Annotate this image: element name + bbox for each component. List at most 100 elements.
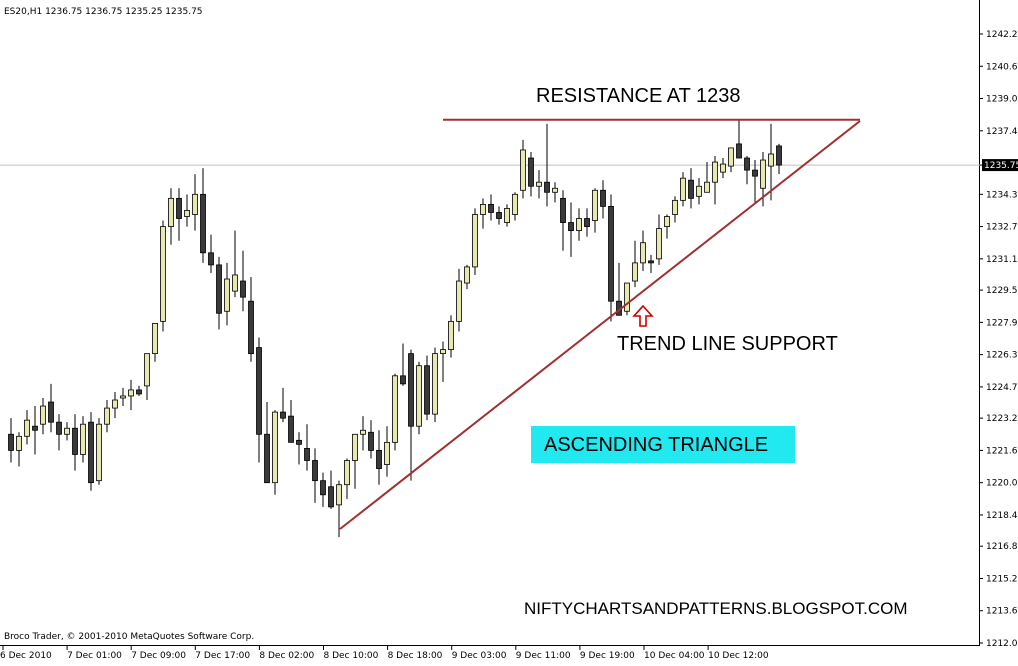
bull-candle: [696, 185, 702, 197]
bear-candle: [600, 189, 606, 207]
time-tick-label: 9 Dec 03:00: [452, 651, 507, 661]
price-tick-label: 1237.45: [986, 127, 1018, 137]
price-tick-label: 1232.70: [986, 223, 1018, 233]
bull-candle: [576, 218, 582, 232]
bear-candle: [208, 252, 214, 266]
bear-candle: [296, 439, 302, 445]
bull-candle: [224, 278, 230, 312]
bear-candle: [496, 212, 502, 219]
bull-candle: [64, 427, 70, 435]
price-tick-label: 1227.95: [986, 318, 1018, 328]
bear-candle: [216, 264, 222, 314]
bull-candle: [392, 375, 398, 443]
bull-candle: [704, 181, 710, 193]
bull-candle: [384, 441, 390, 465]
bull-candle: [192, 193, 198, 215]
time-tick-label: 7 Dec 09:00: [131, 651, 186, 661]
bull-candle: [336, 484, 342, 506]
up-arrow-icon: [632, 304, 654, 327]
pattern-label-box: [531, 426, 795, 463]
bull-candle: [344, 460, 350, 486]
price-ticks: 1242.25 1240.65 1239.05 1237.45 1234.30 1232.…: [979, 30, 1018, 649]
bear-candle: [176, 197, 182, 219]
price-tick-label: 1229.55: [986, 286, 1018, 296]
bear-candle: [240, 280, 246, 298]
bull-candle: [520, 149, 526, 191]
bull-candle: [552, 187, 558, 193]
time-tick-label: 9 Dec 19:00: [580, 651, 635, 661]
time-ticks: 6 Dec 2010 7 Dec 01:00 7 Dec 09:00 7 Dec 17…: [0, 645, 769, 661]
bear-candle: [256, 347, 262, 435]
price-tick-label: 1226.35: [986, 351, 1018, 361]
time-tick-label: 7 Dec 17:00: [195, 651, 250, 661]
bull-candle: [40, 405, 46, 425]
bull-candle: [16, 435, 22, 451]
bull-candle: [624, 282, 630, 312]
bull-candle: [656, 228, 662, 260]
time-tick-label: 9 Dec 11:00: [516, 651, 571, 661]
bull-candle: [728, 147, 734, 167]
bull-candle: [80, 423, 86, 455]
bear-candle: [56, 421, 62, 435]
bull-candle: [144, 353, 150, 387]
price-tick-label: 1239.05: [986, 95, 1018, 105]
bull-candle: [680, 177, 686, 201]
bear-candle: [304, 448, 310, 461]
price-tick-label: 1212.05: [986, 639, 1018, 649]
bull-candle: [632, 262, 638, 282]
bull-candle: [672, 199, 678, 215]
price-tick-label: 1218.40: [986, 511, 1018, 521]
price-tick-label: 1240.65: [986, 62, 1018, 72]
bull-candle: [352, 433, 358, 461]
bull-candle: [104, 407, 110, 425]
pattern-annotation: ASCENDING TRIANGLE: [544, 434, 768, 456]
price-tick-label: 1220.00: [986, 479, 1018, 489]
resistance-annotation: RESISTANCE AT 1238: [536, 85, 741, 107]
website-watermark: NIFTYCHARTSANDPATTERNS.BLOGSPOT.COM: [524, 599, 908, 618]
bear-candle: [736, 143, 742, 159]
bull-candle: [24, 419, 30, 437]
bull-candle: [504, 208, 510, 223]
bear-candle: [368, 431, 374, 451]
current-price-box: [982, 159, 1018, 172]
bull-candle: [432, 353, 438, 415]
bull-candle: [416, 365, 422, 427]
bear-candle: [400, 375, 406, 385]
bull-candle: [472, 214, 478, 268]
price-tick-label: 1216.85: [986, 542, 1018, 552]
bear-candle: [312, 460, 318, 482]
time-tick-label: 6 Dec 2010: [0, 651, 52, 661]
candles: [8, 119, 782, 538]
chart-footer: Broco Trader, © 2001-2010 MetaQuotes Sof…: [4, 632, 254, 642]
bull-candle: [768, 153, 774, 167]
time-tick-label: 8 Dec 18:00: [388, 651, 443, 661]
bull-candle: [272, 411, 278, 484]
bull-candle: [360, 429, 366, 435]
support-annotation: TREND LINE SUPPORT: [617, 333, 838, 355]
bull-candle: [184, 210, 190, 217]
bear-candle: [776, 145, 782, 166]
bear-candle: [328, 486, 334, 508]
bear-candle: [136, 389, 142, 395]
bear-candle: [488, 203, 494, 213]
bull-candle: [120, 395, 126, 399]
bear-candle: [8, 433, 14, 451]
time-tick-label: 10 Dec 04:00: [644, 651, 705, 661]
bull-candle: [168, 197, 174, 227]
bull-candle: [720, 163, 726, 173]
bull-candle: [128, 389, 134, 397]
bull-candle: [160, 226, 166, 322]
price-tick-label: 1231.10: [986, 255, 1018, 265]
price-tick-label: 1234.30: [986, 190, 1018, 200]
bear-candle: [48, 401, 54, 423]
time-tick-label: 8 Dec 10:00: [324, 651, 379, 661]
bear-candle: [648, 260, 654, 264]
bear-candle: [688, 179, 694, 199]
time-tick-label: 10 Dec 12:00: [708, 651, 769, 661]
bear-candle: [32, 425, 38, 431]
bear-candle: [544, 181, 550, 193]
bear-candle: [528, 157, 534, 187]
price-tick-label: 1221.60: [986, 446, 1018, 456]
bull-candle: [112, 399, 118, 409]
bear-candle: [568, 222, 574, 232]
